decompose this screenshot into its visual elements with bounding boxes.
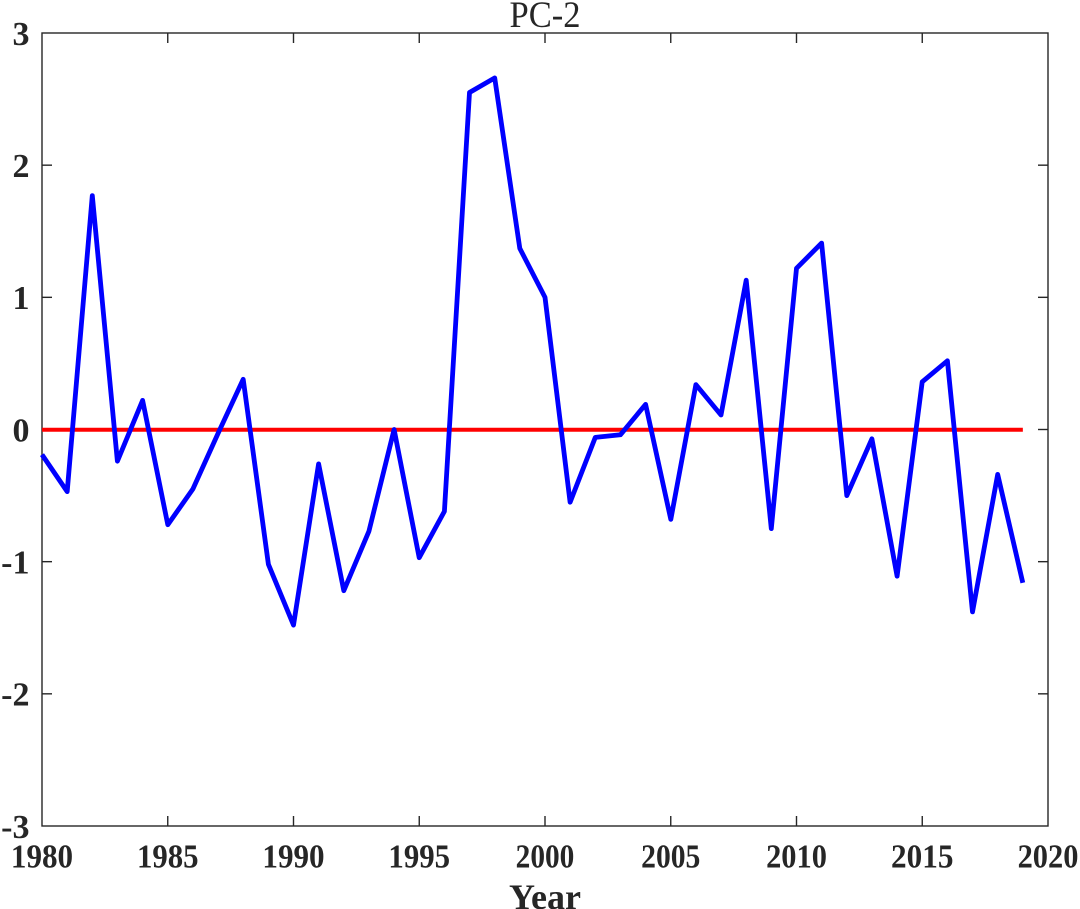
svg-text:2005: 2005: [641, 839, 700, 876]
svg-text:2010: 2010: [766, 839, 827, 876]
svg-text:Year: Year: [509, 877, 581, 909]
svg-text:1: 1: [13, 280, 30, 317]
svg-text:PC-2: PC-2: [510, 0, 581, 35]
svg-text:-3: -3: [1, 809, 29, 846]
svg-text:2: 2: [13, 148, 30, 185]
svg-text:1980: 1980: [11, 839, 73, 876]
svg-text:0: 0: [13, 412, 30, 449]
svg-text:2015: 2015: [891, 839, 953, 876]
svg-text:2020: 2020: [1018, 839, 1079, 876]
svg-text:1985: 1985: [137, 839, 199, 876]
svg-text:-1: -1: [1, 545, 29, 582]
svg-text:2000: 2000: [516, 839, 575, 876]
svg-text:3: 3: [13, 16, 30, 53]
svg-text:1990: 1990: [262, 839, 324, 876]
svg-text:1995: 1995: [388, 839, 450, 876]
svg-text:-2: -2: [1, 677, 29, 714]
